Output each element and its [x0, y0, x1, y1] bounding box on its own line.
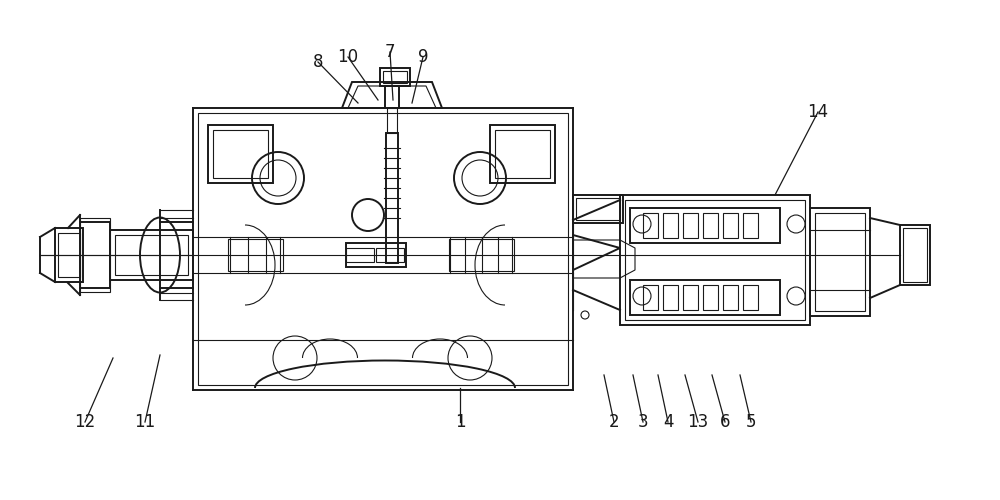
Bar — [346, 248, 374, 262]
Bar — [115, 235, 188, 275]
Bar — [380, 68, 410, 86]
Bar — [643, 213, 658, 238]
Bar — [663, 213, 678, 238]
Bar — [55, 228, 83, 282]
Bar — [346, 243, 406, 267]
Bar — [387, 108, 397, 133]
Text: 11: 11 — [134, 413, 156, 431]
Text: 9: 9 — [418, 48, 428, 66]
Bar — [903, 228, 927, 282]
Bar — [490, 125, 555, 183]
Text: 6: 6 — [720, 413, 730, 431]
Text: 7: 7 — [385, 43, 395, 61]
Bar — [198, 113, 568, 385]
Bar — [208, 125, 273, 183]
Bar — [625, 200, 805, 320]
Text: 5: 5 — [746, 413, 756, 431]
Text: 10: 10 — [337, 48, 359, 66]
Bar — [743, 213, 758, 238]
Text: 3: 3 — [638, 413, 648, 431]
Bar — [110, 230, 193, 280]
Bar — [386, 133, 398, 263]
Bar — [663, 285, 678, 310]
Bar — [495, 130, 550, 178]
Bar — [385, 86, 399, 108]
Bar — [815, 213, 865, 311]
Bar — [620, 195, 810, 325]
Bar — [723, 285, 738, 310]
Text: 4: 4 — [663, 413, 673, 431]
Text: 2: 2 — [609, 413, 619, 431]
Bar — [643, 285, 658, 310]
Text: 8: 8 — [313, 53, 323, 71]
Bar — [573, 195, 623, 223]
Bar — [743, 285, 758, 310]
Bar — [58, 233, 80, 277]
Bar — [683, 285, 698, 310]
Bar — [630, 208, 780, 243]
Bar — [228, 239, 283, 271]
Bar — [683, 213, 698, 238]
Bar — [630, 280, 780, 315]
Bar — [576, 198, 620, 220]
Bar — [449, 239, 514, 271]
Text: 14: 14 — [807, 103, 829, 121]
Bar — [213, 130, 268, 178]
Text: 1: 1 — [455, 413, 465, 431]
Bar — [703, 213, 718, 238]
Bar — [376, 248, 404, 262]
Bar — [810, 208, 870, 316]
Text: 12: 12 — [74, 413, 96, 431]
Bar — [80, 218, 110, 292]
Text: 13: 13 — [687, 413, 709, 431]
Bar — [723, 213, 738, 238]
Bar — [703, 285, 718, 310]
Bar — [900, 225, 930, 285]
Bar — [383, 71, 407, 83]
